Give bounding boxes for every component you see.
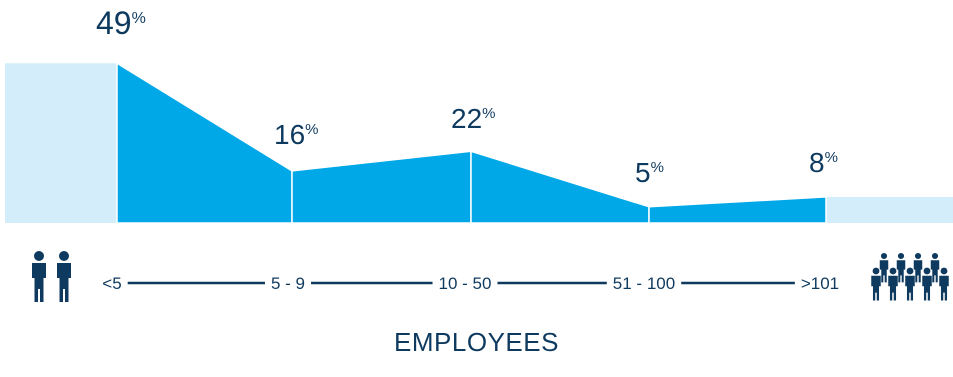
tick-label: 5 - 9 [271, 274, 305, 293]
area-segment [648, 196, 827, 224]
person-head [906, 267, 914, 275]
x-axis-title: EMPLOYEES [394, 327, 559, 357]
right-shoulder-band [826, 196, 953, 223]
person-body [896, 260, 906, 283]
person-head [880, 252, 888, 260]
left-shoulder-band [5, 63, 117, 224]
person-body [913, 260, 923, 283]
person-body [922, 275, 932, 301]
person-body [871, 275, 881, 301]
person-head [872, 267, 880, 275]
person-body [930, 260, 940, 283]
data-label: 22% [451, 103, 496, 134]
person-head [897, 252, 905, 260]
data-label: 16% [274, 119, 319, 150]
person-head [889, 267, 897, 275]
data-label: 5% [635, 157, 664, 188]
tick-label: 10 - 50 [439, 274, 492, 293]
tick-label: >101 [801, 274, 839, 293]
tick-label: <5 [102, 274, 121, 293]
value-labels: 49% 16% 22% 5% 8% [96, 5, 838, 188]
x-axis: <5 5 - 9 10 - 50 51 - 100 >101 [102, 274, 839, 293]
data-label: 49% [96, 5, 146, 41]
area-segment [470, 150, 650, 224]
tick-label: 51 - 100 [613, 274, 675, 293]
person-head [931, 252, 939, 260]
person-body [888, 275, 898, 301]
data-label: 8% [809, 147, 838, 178]
group-of-people-icon [871, 252, 949, 301]
person-body [905, 275, 915, 301]
area-segment [116, 61, 293, 224]
two-people-icon [32, 251, 71, 302]
area-segment [291, 150, 472, 224]
person-head [923, 267, 931, 275]
person-head [914, 252, 922, 260]
person-body [939, 275, 949, 301]
area-layer [5, 61, 953, 224]
person-head [940, 267, 948, 275]
person-body [879, 260, 889, 283]
